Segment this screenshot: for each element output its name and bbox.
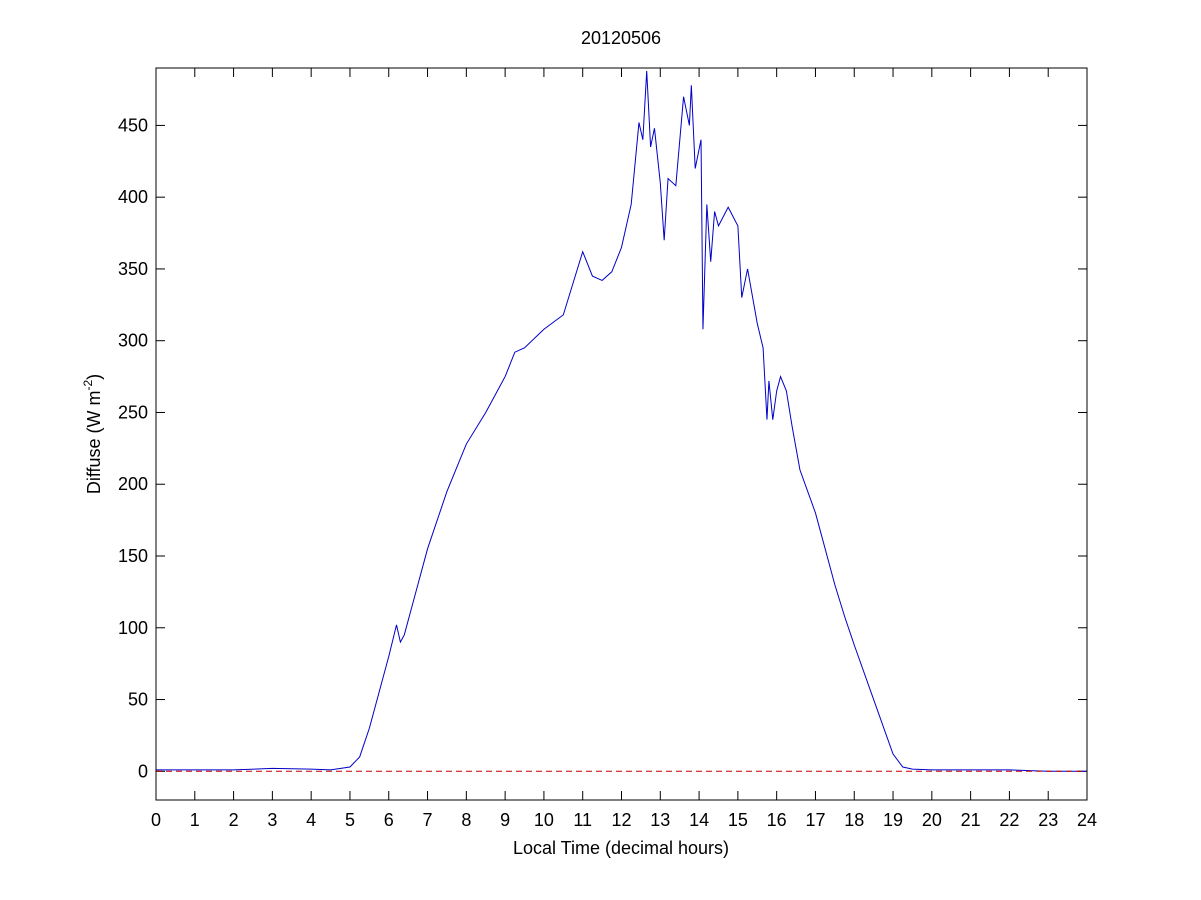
x-tick-label: 24 — [1077, 810, 1097, 830]
x-tick-label: 22 — [999, 810, 1019, 830]
y-axis-label: Diffuse (W m-2) — [81, 374, 104, 494]
y-tick-label: 50 — [128, 690, 148, 710]
x-tick-label: 3 — [267, 810, 277, 830]
x-tick-label: 14 — [689, 810, 709, 830]
x-tick-label: 9 — [500, 810, 510, 830]
y-tick-label: 400 — [118, 187, 148, 207]
y-axis-label-text: Diffuse (W m — [84, 390, 104, 494]
y-tick-label: 200 — [118, 474, 148, 494]
x-tick-label: 8 — [461, 810, 471, 830]
x-axis-label: Local Time (decimal hours) — [513, 838, 729, 858]
y-tick-label: 300 — [118, 331, 148, 351]
chart-title: 20120506 — [581, 28, 661, 48]
y-axis-label-suffix: ) — [84, 374, 104, 380]
x-tick-label: 19 — [883, 810, 903, 830]
x-tick-label: 20 — [922, 810, 942, 830]
x-tick-label: 16 — [767, 810, 787, 830]
x-tick-label: 10 — [534, 810, 554, 830]
y-axis-label-sup: -2 — [81, 379, 95, 390]
x-tick-label: 2 — [229, 810, 239, 830]
y-tick-label: 0 — [138, 761, 148, 781]
y-tick-label: 350 — [118, 259, 148, 279]
y-tick-label: 100 — [118, 618, 148, 638]
x-tick-label: 7 — [423, 810, 433, 830]
x-tick-label: 1 — [190, 810, 200, 830]
x-tick-label: 4 — [306, 810, 316, 830]
y-tick-label: 150 — [118, 546, 148, 566]
x-tick-label: 23 — [1038, 810, 1058, 830]
x-tick-label: 6 — [384, 810, 394, 830]
y-tick-label: 250 — [118, 402, 148, 422]
y-tick-label: 450 — [118, 115, 148, 135]
x-tick-label: 0 — [151, 810, 161, 830]
x-tick-label: 18 — [844, 810, 864, 830]
x-tick-label: 5 — [345, 810, 355, 830]
x-tick-label: 13 — [650, 810, 670, 830]
x-tick-label: 17 — [805, 810, 825, 830]
data-line — [156, 70, 1087, 772]
x-tick-label: 11 — [573, 810, 592, 830]
x-tick-label: 12 — [611, 810, 631, 830]
x-tick-label: 21 — [961, 810, 981, 830]
x-tick-label: 15 — [728, 810, 748, 830]
plot-frame — [155, 67, 1088, 801]
